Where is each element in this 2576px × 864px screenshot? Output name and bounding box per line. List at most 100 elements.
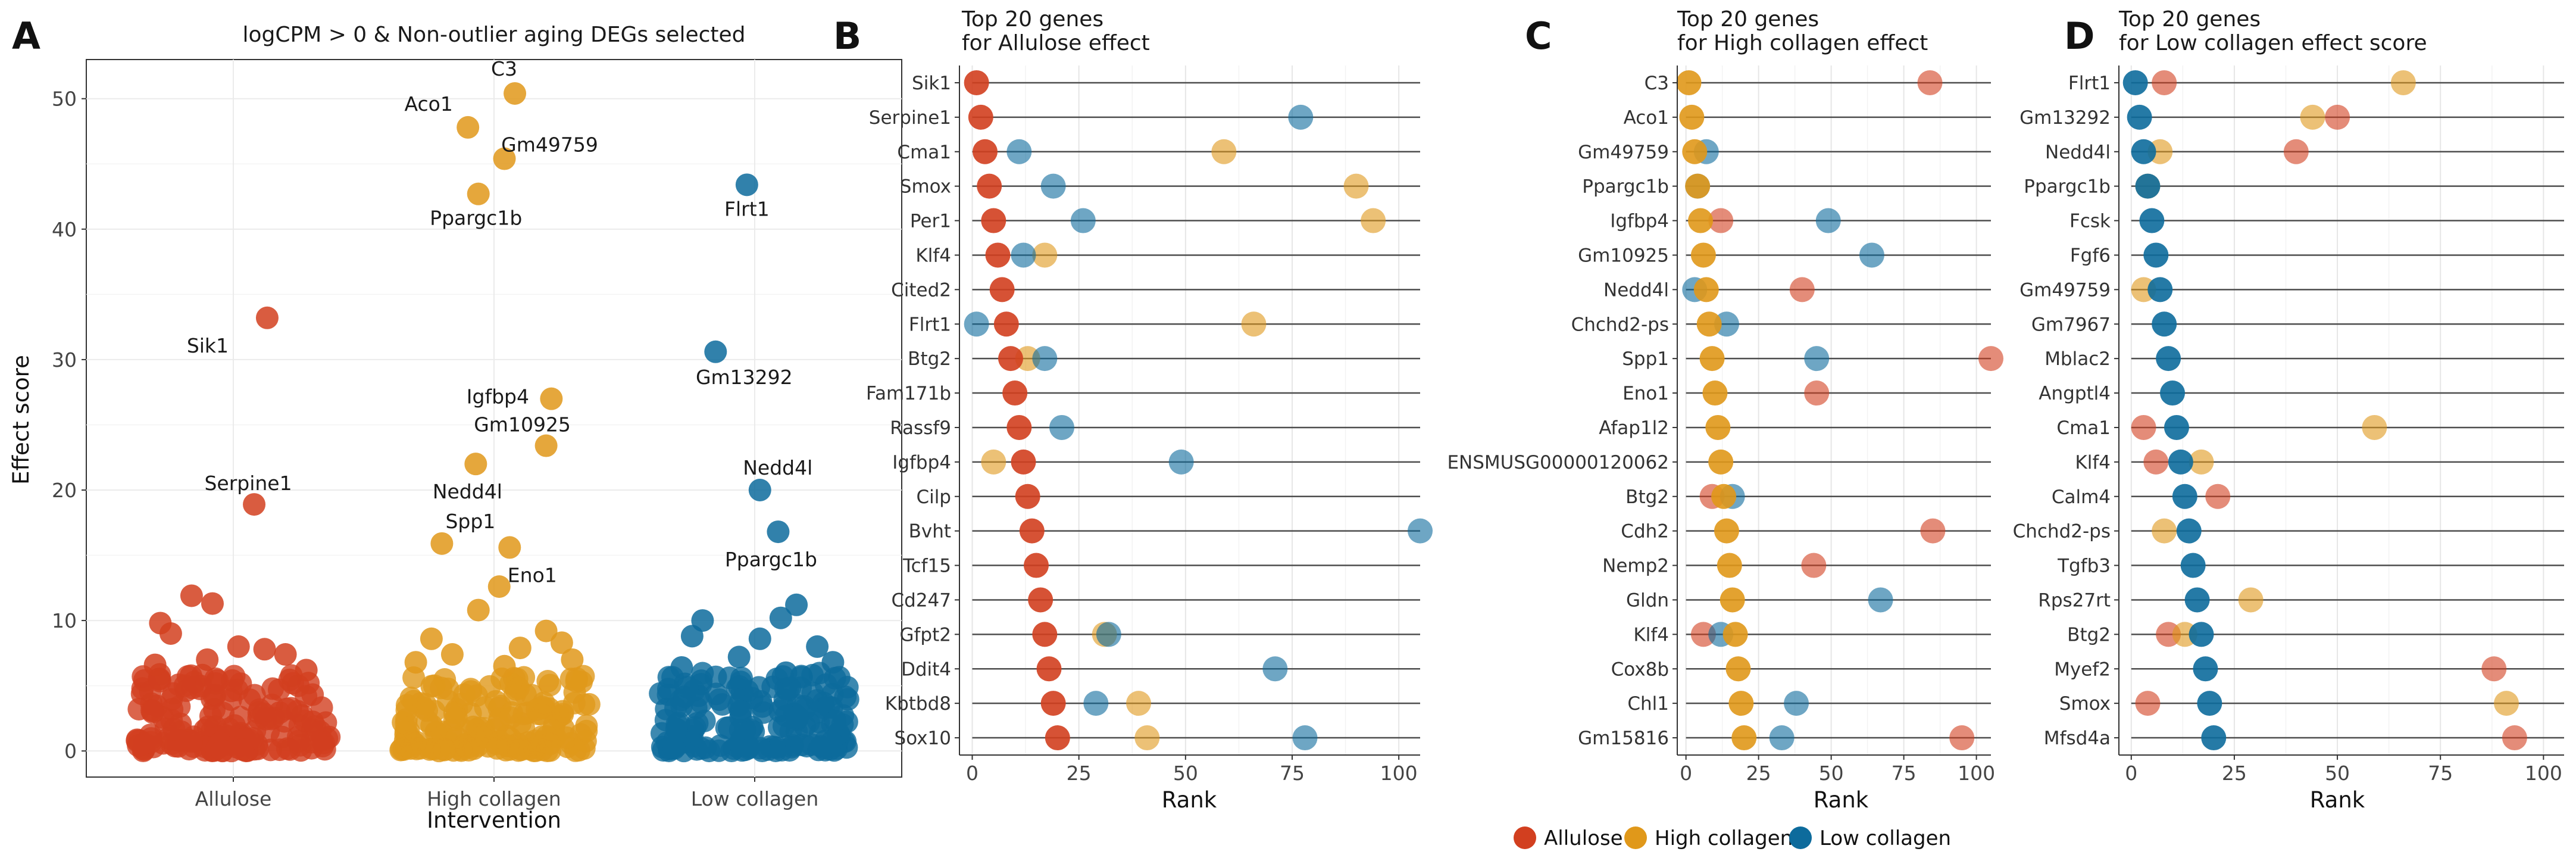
panel-a-x-axis-title: Intervention	[427, 807, 561, 833]
panel-a-point	[561, 648, 584, 671]
panel-a-background-point	[698, 740, 721, 763]
panel-b-gene-label-sox10: Sox10	[895, 728, 951, 749]
panel-d-point-low-collagen-mfsd4a	[2201, 725, 2227, 751]
panel-c-gene-label-gm15816: Gm15816	[1578, 728, 1669, 749]
panel-a-background-point	[807, 738, 830, 762]
panel-a-background-point	[162, 718, 186, 741]
panel-a-label-serpine1: Serpine1	[204, 472, 292, 495]
panel-c-gene-label-btg2: Btg2	[1625, 486, 1669, 508]
panel-a-background-point	[834, 685, 857, 709]
panel-d-point-allulose-flrt1	[2152, 70, 2177, 95]
legend-label-allulose: Allulose	[1544, 826, 1623, 850]
panel-c-point-allulose-nedd4l	[1789, 277, 1815, 302]
panel-a-point	[440, 643, 464, 666]
panel-b-point-allulose-sik1	[964, 70, 989, 95]
panel-c-gene-label-klf4: Klf4	[1633, 624, 1669, 645]
panel-a-background-point	[141, 701, 164, 724]
panel-c-point-high-collagen-chl1	[1728, 691, 1754, 716]
panel-c-point-high-collagen-cdh2	[1714, 518, 1739, 544]
panel-c-point-high-collagen-cox8b	[1725, 656, 1751, 682]
panel-b-gene-label-cd247: Cd247	[892, 589, 952, 611]
panel-a-point	[727, 645, 751, 669]
panel-a-point-nedd4l	[748, 479, 771, 501]
panel-a-point	[201, 592, 224, 615]
panel-a-background-point	[311, 734, 334, 757]
panel-a-background-point	[229, 706, 252, 729]
panel-a-label-nedd4l: Nedd4l	[743, 456, 812, 479]
panel-c-x-tick-label: 75	[1892, 762, 1917, 785]
panel-b-point-high-collagen-klf4	[1032, 242, 1058, 268]
panel-b-point-low-collagen-kbtbd8	[1083, 691, 1109, 716]
panel-d-gene-label-ppargc1b: Ppargc1b	[2024, 176, 2111, 198]
legend-swatch-high-collagen	[1624, 826, 1647, 849]
panel-c-point-low-collagen-gm10925	[1859, 242, 1884, 268]
panel-a-label-igfbp4: Igfbp4	[467, 385, 529, 408]
panel-a-background-point	[395, 694, 418, 717]
panel-d-point-high-collagen-rps27rt	[2238, 587, 2264, 613]
panel-b-point-allulose-flrt1	[993, 311, 1019, 337]
panel-a-background-point	[445, 706, 468, 729]
panel-c-gene-label-cox8b: Cox8b	[1611, 659, 1669, 680]
panel-d-point-allulose-mfsd4a	[2502, 725, 2527, 751]
panel-d-gene-label-chchd2-ps: Chchd2-ps	[2013, 521, 2111, 542]
panel-a-point-serpine1	[243, 493, 266, 516]
panel-d-point-allulose-myef2	[2481, 656, 2507, 682]
legend-swatch-allulose	[1514, 826, 1536, 849]
panel-a-background-point	[496, 734, 520, 757]
panel-b-point-low-collagen-rassf9	[1049, 414, 1074, 440]
panel-c-point-allulose-nemp2	[1801, 553, 1827, 578]
panel-a-background-point	[404, 732, 427, 755]
panel-b-point-allulose-per1	[981, 208, 1006, 233]
panel-d-point-high-collagen-chchd2-ps	[2152, 518, 2177, 544]
panel-d-gene-label-cma1: Cma1	[2056, 417, 2111, 439]
panel-c-point-high-collagen-eno1	[1702, 380, 1728, 406]
panel-a-point-eno1	[498, 536, 521, 559]
legend-label-low-collagen: Low collagen	[1820, 826, 1951, 850]
panel-d-gene-label-calm4: Calm4	[2052, 486, 2111, 508]
panel-a-background-point	[577, 693, 601, 716]
panel-b-point-high-collagen-per1	[1361, 208, 1386, 233]
panel-c-point-high-collagen-c3	[1676, 70, 1702, 95]
panel-a-point	[769, 606, 792, 629]
panel-a-label-gm13292: Gm13292	[696, 366, 793, 389]
panel-a-background-point	[173, 674, 196, 697]
panel-d-dotplot: Top 20 genes for Low collagen effect sco…	[2013, 7, 2564, 813]
panel-a-point-nedd4l	[464, 453, 487, 476]
panel-a-point-igfbp4	[540, 387, 563, 410]
panel-a-background-point	[774, 677, 797, 700]
panel-a-y-tick-label: 0	[64, 740, 77, 763]
panel-b-gene-label-cma1: Cma1	[897, 142, 951, 163]
panel-b-point-allulose-tcf15	[1024, 553, 1049, 578]
panel-b-point-allulose-igfbp4	[1011, 449, 1036, 475]
panel-d-point-low-collagen-klf4	[2168, 449, 2193, 475]
panel-a-label-flrt1: Flrt1	[724, 197, 770, 220]
panel-d-x-axis-title: Rank	[2310, 787, 2365, 813]
panel-a-background-point	[751, 695, 774, 718]
panel-c-gene-label-chchd2-ps: Chchd2-ps	[1571, 314, 1669, 335]
panel-a-x-tick-label-allulose: Allulose	[195, 787, 272, 810]
panel-b-point-low-collagen-klf4	[1011, 242, 1036, 268]
panel-a-point	[143, 653, 167, 676]
panel-a-point	[821, 651, 845, 674]
panel-a-points	[143, 82, 845, 684]
panel-a-point-gm13292	[704, 340, 727, 363]
panel-a-background-point	[785, 705, 808, 728]
panel-c-gene-label-igfbp4: Igfbp4	[1610, 211, 1669, 232]
panel-b-point-high-collagen-sox10	[1134, 725, 1160, 751]
panel-a-background-point	[279, 697, 302, 720]
panel-d-point-high-collagen-gm13292	[2300, 104, 2325, 130]
panel-a-background-point	[278, 668, 301, 691]
panel-d-point-low-collagen-ppargc1b	[2135, 173, 2161, 199]
panel-b-gene-label-bvht: Bvht	[909, 521, 951, 542]
panel-c-point-high-collagen-gldn	[1720, 587, 1745, 613]
panel-b-point-low-collagen-igfbp4	[1168, 449, 1194, 475]
panel-a-background-point	[525, 698, 548, 721]
panel-a-point-sik1	[255, 306, 279, 329]
panel-c-title: Top 20 genes	[1677, 7, 1819, 32]
panel-d-point-allulose-nedd4l	[2283, 139, 2309, 164]
panel-d-point-low-collagen-myef2	[2193, 656, 2218, 682]
panel-a-point-ppargc1b	[467, 182, 490, 205]
panel-b-gene-label-sik1: Sik1	[912, 73, 951, 94]
panel-c-point-allulose-gm15816	[1949, 725, 1975, 751]
panel-a-point	[295, 659, 318, 682]
